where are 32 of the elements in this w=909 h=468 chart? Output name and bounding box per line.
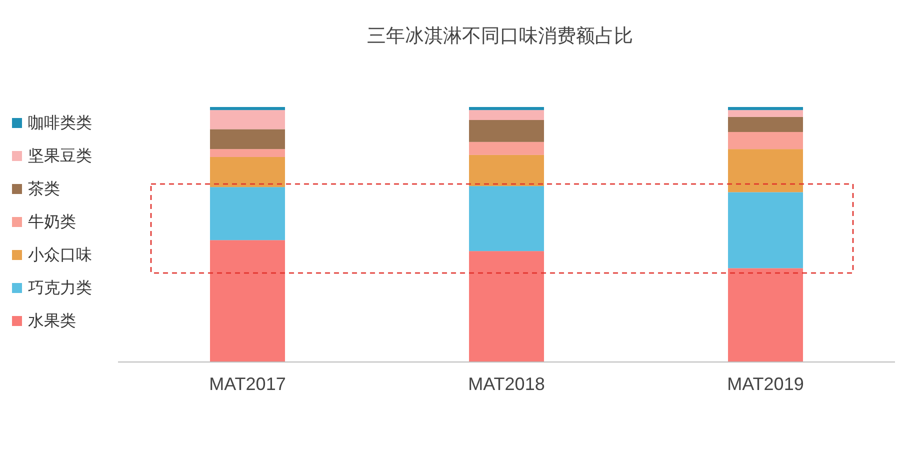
bar	[469, 154, 544, 186]
bar	[210, 129, 285, 150]
bar	[728, 132, 803, 150]
bar	[210, 187, 285, 240]
bar	[210, 240, 285, 362]
bar	[728, 192, 803, 268]
legend-label: 茶类	[28, 180, 60, 198]
bar	[469, 251, 544, 362]
bar	[210, 107, 285, 110]
chart-title: 三年冰淇淋不同口味消费额占比	[367, 25, 633, 47]
bar	[469, 186, 544, 252]
x-tick-label: MAT2018	[468, 374, 545, 394]
bar	[210, 149, 285, 157]
legend-label: 牛奶类	[28, 213, 76, 231]
bar	[469, 120, 544, 142]
legend-label: 咖啡类类	[28, 114, 92, 132]
bar	[728, 149, 803, 192]
bar	[469, 110, 544, 120]
bar	[728, 110, 803, 117]
legend-label: 水果类	[28, 312, 76, 330]
x-tick-label: MAT2017	[209, 374, 286, 394]
bar	[728, 268, 803, 362]
bar	[210, 110, 285, 130]
x-tick-label: MAT2019	[727, 374, 804, 394]
bar	[210, 156, 285, 188]
legend-label: 小众口味	[28, 246, 92, 264]
bar	[728, 116, 803, 132]
bar	[469, 107, 544, 110]
legend-label: 巧克力类	[28, 279, 92, 297]
legend-label: 坚果豆类	[28, 147, 92, 165]
bar	[469, 142, 544, 155]
bar	[728, 107, 803, 110]
